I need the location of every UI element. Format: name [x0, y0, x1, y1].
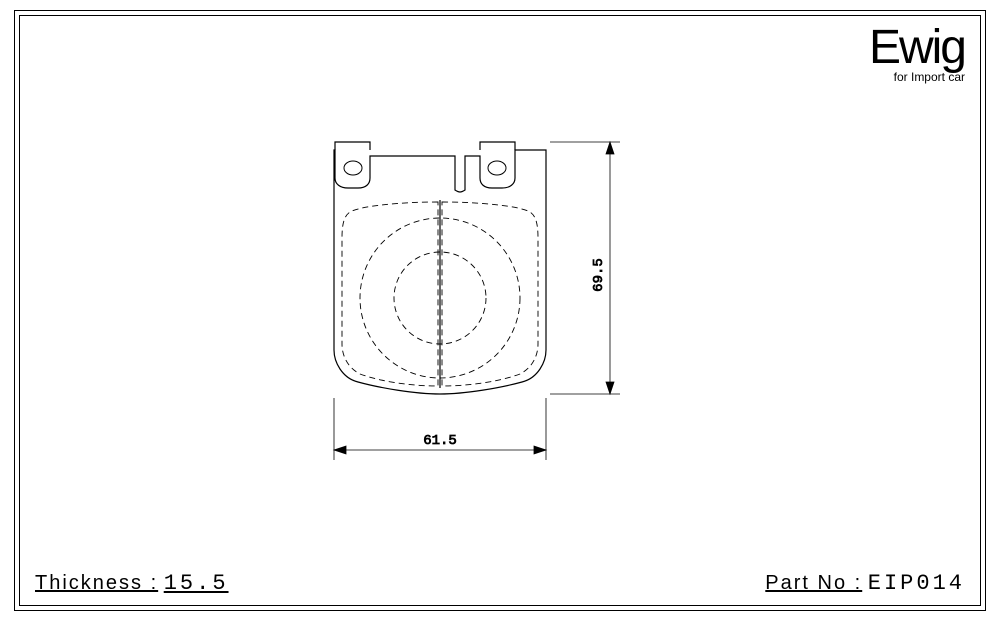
thickness-block: Thickness : 15.5 [35, 571, 229, 596]
technical-drawing: 69.5 61.5 [300, 130, 700, 530]
brand-logo: Ewig for Import car [869, 24, 965, 84]
dimension-width: 61.5 [334, 398, 546, 460]
dimension-height: 69.5 [550, 142, 620, 394]
partno-value: EIP014 [868, 571, 965, 596]
thickness-value: 15.5 [164, 571, 229, 596]
width-value: 61.5 [423, 433, 457, 449]
height-value: 69.5 [591, 258, 607, 292]
partno-label: Part No : [765, 572, 862, 594]
footer-row: Thickness : 15.5 Part No : EIP014 [35, 571, 965, 596]
logo-text: Ewig [869, 24, 965, 72]
partno-block: Part No : EIP014 [765, 571, 965, 596]
thickness-label: Thickness : [35, 572, 158, 594]
